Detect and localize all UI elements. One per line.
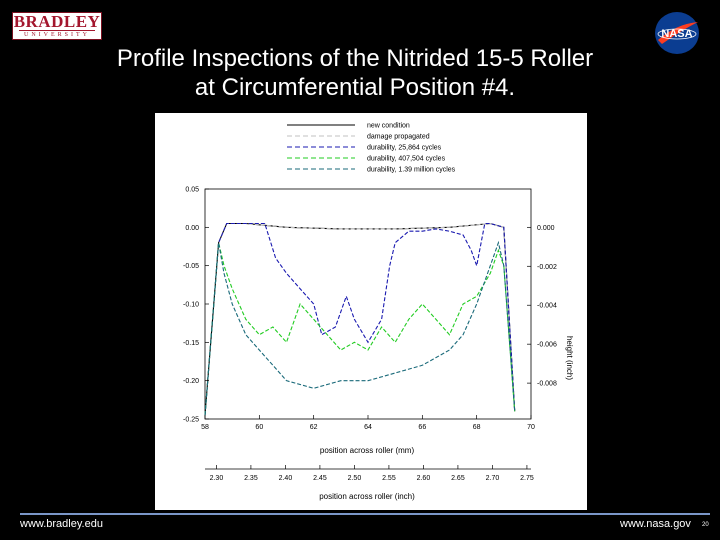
y-tick-label: -0.20 (183, 378, 199, 385)
y-tick-label: -0.05 (183, 263, 199, 270)
x-tick-label: 68 (473, 424, 481, 431)
slide-title-line-1: Profile Inspections of the Nitrided 15-5… (116, 45, 594, 72)
chart-panel: new condition damage propagated durability… (155, 113, 587, 510)
secondary-tick-label: 2.45 (313, 475, 327, 482)
series-line-5 (204, 240, 516, 416)
secondary-tick-label: 2.30 (210, 475, 224, 482)
x-tick-label: 60 (255, 424, 263, 431)
y-tick-label: 0.05 (185, 187, 199, 194)
right-tick-label: 0.000 (537, 225, 555, 232)
y-tick-label: -0.15 (183, 340, 199, 347)
legend-label-2: damage propagated (367, 134, 430, 141)
legend-label-3: durability, 25,864 cycles (367, 145, 442, 152)
right-axis-label: height (inch) (565, 336, 574, 380)
y-tick-label: -0.25 (183, 417, 199, 424)
bradley-logo: BRADLEY UNIVERSITY (12, 12, 102, 40)
x-axis-label: position across roller (mm) (320, 446, 415, 455)
legend-label-1: new condition (367, 123, 410, 130)
nasa-logo-orbit (657, 28, 697, 40)
axis-layer: 58 60 62 64 66 68 70 0.05 0.00 -0.05 -0.10 -0.15 -0.… (183, 187, 557, 432)
nasa-logo: NASA (655, 12, 699, 54)
series-layer (204, 222, 516, 416)
nasa-logo-text: NASA (661, 28, 692, 40)
series-line-4 (204, 242, 516, 416)
legend-label-5: durability, 1.39 million cycles (367, 167, 456, 174)
legend-label-4: durability, 407,504 cycles (367, 156, 446, 163)
secondary-tick-label: 2.60 (417, 475, 431, 482)
footer-rule (20, 513, 710, 515)
slide-title: Profile Inspections of the Nitrided 15-5… (70, 44, 640, 102)
page-number: 20 (702, 522, 709, 528)
secondary-x-axis-label: position across roller (inch) (319, 492, 415, 501)
x-tick-label: 64 (364, 424, 372, 431)
right-tick-label: -0.004 (537, 303, 557, 310)
y-tick-label: -0.10 (183, 302, 199, 309)
secondary-x-axis: 2.30 2.35 2.40 2.45 2.50 2.55 2.60 2.65 2.70 2.75 (205, 465, 534, 482)
footer-bradley-url[interactable]: www.bradley.edu (20, 518, 103, 530)
right-tick-label: -0.008 (537, 381, 557, 388)
x-tick-label: 66 (418, 424, 426, 431)
secondary-tick-label: 2.35 (244, 475, 258, 482)
plot-frame (204, 188, 532, 420)
footer-nasa-url[interactable]: www.nasa.gov (620, 518, 691, 530)
plot-area (204, 188, 532, 420)
secondary-tick-label: 2.65 (451, 475, 465, 482)
chart-legend: new condition damage propagated durability… (287, 123, 456, 174)
right-tick-label: -0.006 (537, 342, 557, 349)
x-tick-label: 62 (310, 424, 318, 431)
slide-title-line-2: at Circumferential Position #4. (194, 74, 516, 101)
x-tick-label: 58 (201, 424, 209, 431)
bradley-logo-subtitle: UNIVERSITY (19, 30, 95, 39)
secondary-tick-label: 2.55 (382, 475, 396, 482)
secondary-tick-label: 2.50 (348, 475, 362, 482)
secondary-tick-label: 2.40 (279, 475, 293, 482)
secondary-tick-label: 2.70 (486, 475, 500, 482)
y-tick-label: 0.00 (185, 225, 199, 232)
x-tick-label: 70 (527, 424, 535, 431)
bradley-logo-wordmark: BRADLEY (13, 12, 101, 31)
secondary-tick-label: 2.75 (520, 475, 534, 482)
profile-chart: new condition damage propagated durability… (183, 123, 574, 502)
right-tick-label: -0.002 (537, 264, 557, 271)
